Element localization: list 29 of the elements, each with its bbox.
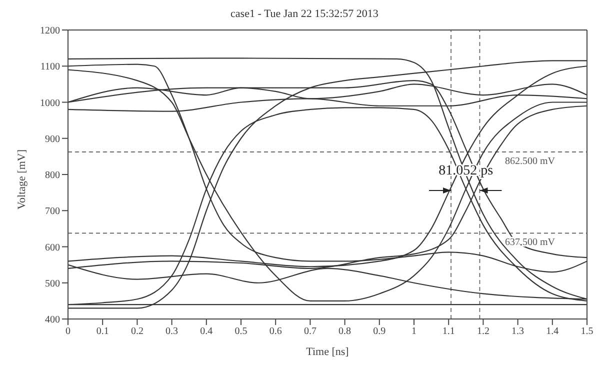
y-tick-label: 800: [45, 170, 60, 182]
x-tick-label: 0.4: [200, 326, 213, 338]
x-axis-title: Time [ns]: [306, 346, 349, 358]
x-tick-label: 1.1: [442, 326, 455, 338]
y-tick-label: 1000: [40, 98, 60, 109]
x-tick-label: 0.9: [373, 326, 386, 338]
y-tick-label: 1100: [40, 62, 60, 73]
chart-title: case1 - Tue Jan 22 15:32:57 2013: [230, 8, 380, 22]
y-tick-label: 400: [45, 314, 60, 326]
y-tick-label: 600: [45, 242, 60, 254]
y-tick-label: 1200: [40, 26, 60, 37]
x-tick-label: 1.3: [512, 326, 524, 338]
x-tick-label: 0.5: [234, 326, 248, 338]
y-axis-title: Voltage [mV]: [16, 150, 28, 210]
x-tick-label: 1: [412, 326, 416, 338]
x-tick-label: 0.6: [269, 326, 282, 338]
x-tick-label: 0.7: [304, 326, 316, 338]
x-tick-label: 1.5: [580, 326, 594, 338]
y-tick-label: 900: [45, 134, 60, 145]
x-tick-label: 0.1: [96, 326, 109, 338]
x-tick-label: 0.8: [338, 326, 352, 338]
x-tick-label: 1.4: [546, 326, 559, 338]
x-tick-label: 1.2: [476, 326, 490, 338]
x-tick-label: 0.3: [166, 326, 178, 338]
x-tick-label: 0.2: [130, 326, 144, 338]
x-tick-label: 0: [66, 326, 70, 338]
ref-line-label: 862.500 mV: [505, 156, 556, 167]
y-tick-label: 700: [45, 206, 60, 218]
y-tick-label: 500: [45, 278, 60, 290]
